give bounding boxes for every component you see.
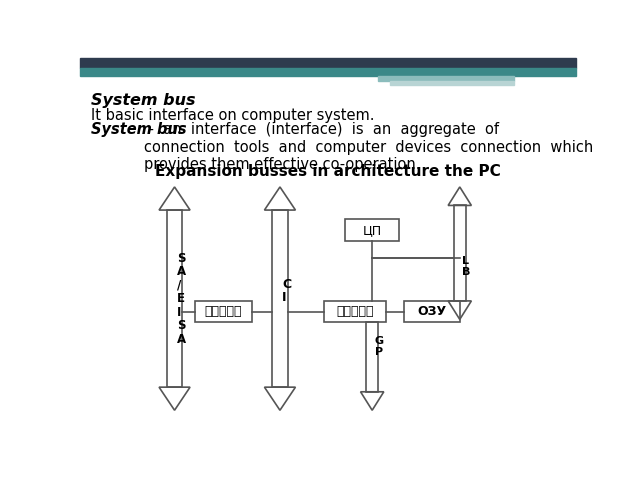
Text: System bus: System bus — [91, 93, 195, 108]
Bar — [404, 301, 460, 323]
Text: 䉾䎏䐞䍟䐮: 䉾䎏䐞䍟䐮 — [205, 305, 242, 318]
Bar — [345, 219, 399, 241]
Text: System bus: System bus — [91, 122, 186, 137]
Text: 䉾䎏䐞䍟䐮: 䉾䎏䐞䍟䐮 — [337, 305, 374, 318]
Bar — [272, 210, 288, 387]
Bar — [366, 323, 378, 392]
Text: ЦП: ЦП — [363, 224, 381, 237]
Text: -  an  interface  (interface)  is  an  aggregate  of
connection  tools  and  com: - an interface (interface) is an aggrega… — [143, 122, 593, 172]
Text: L
B: L B — [462, 256, 470, 276]
Bar — [80, 68, 576, 76]
Text: Expansion busses in architecture the PC: Expansion busses in architecture the PC — [155, 164, 501, 179]
Text: ОЗУ: ОЗУ — [417, 305, 447, 318]
Bar — [390, 82, 514, 85]
Bar — [454, 205, 466, 301]
Bar — [378, 76, 514, 82]
Text: C
I: C I — [282, 277, 291, 304]
Text: G
P: G P — [374, 336, 383, 357]
Bar — [324, 301, 386, 323]
Bar — [195, 301, 252, 323]
Bar — [167, 210, 182, 387]
Bar — [80, 58, 576, 68]
Text: S
A
/
E
I
S
A: S A / E I S A — [177, 252, 186, 346]
Text: It basic interface on computer system.: It basic interface on computer system. — [91, 108, 374, 123]
